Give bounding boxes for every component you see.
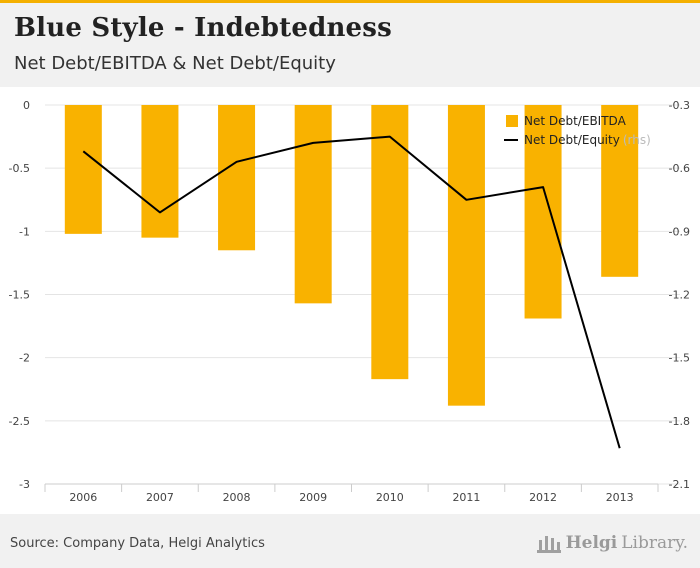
- line-point-2008[interactable]: [235, 160, 239, 164]
- right-tick-label: -1.2: [669, 289, 690, 302]
- plot-background: [0, 87, 700, 514]
- bar-2013[interactable]: [601, 105, 639, 277]
- chart-subtitle: Net Debt/EBITDA & Net Debt/Equity: [14, 53, 336, 74]
- bar-series: [64, 105, 639, 406]
- x-tick-label: 2007: [146, 491, 174, 504]
- bar-2006[interactable]: [64, 105, 102, 234]
- x-tick-label: 2013: [606, 491, 634, 504]
- right-tick-label: -2.1: [669, 478, 690, 491]
- bar-2012[interactable]: [524, 105, 562, 319]
- legend-label-ebitda: Net Debt/EBITDA: [524, 114, 627, 128]
- brand-text-helgi: Helgi: [565, 533, 618, 553]
- left-tick-label: -2.5: [9, 415, 30, 428]
- equity-line[interactable]: [82, 135, 621, 449]
- legend: Net Debt/EBITDA Net Debt/Equity (rhs): [504, 114, 651, 147]
- bar-2011[interactable]: [447, 105, 485, 406]
- bar-2009[interactable]: [294, 105, 332, 304]
- left-tick-label: -1: [19, 225, 30, 238]
- left-tick-label: -1.5: [9, 289, 30, 302]
- left-tick-label: 0: [23, 99, 30, 112]
- library-columns-icon: [536, 536, 561, 553]
- right-tick-label: -0.6: [669, 162, 690, 175]
- line-series: [81, 135, 622, 450]
- x-tick-label: 2012: [529, 491, 557, 504]
- right-tick-label: -1.8: [669, 415, 690, 428]
- legend-swatch-ebitda: [506, 115, 518, 127]
- right-tick-label: -0.9: [669, 225, 690, 238]
- gridlines: [45, 104, 680, 485]
- line-point-2007[interactable]: [158, 210, 162, 214]
- x-axis: 2006 2007 2008 2009 2010 2011 2012 2013: [44, 483, 659, 504]
- line-point-2011[interactable]: [464, 198, 468, 202]
- x-tick-label: 2010: [376, 491, 404, 504]
- line-point-2010[interactable]: [388, 135, 392, 139]
- left-axis-ticks: 0 -0.5 -1 -1.5 -2 -2.5 -3: [9, 99, 30, 491]
- x-tick-label: 2008: [223, 491, 251, 504]
- x-tick-label: 2009: [299, 491, 327, 504]
- bar-2010[interactable]: [371, 105, 409, 380]
- bar-2007[interactable]: [141, 105, 179, 238]
- chart-footer: Source: Company Data, Helgi Analytics He…: [0, 520, 700, 568]
- source-note: Source: Company Data, Helgi Analytics: [10, 536, 265, 551]
- line-point-2006[interactable]: [81, 149, 85, 153]
- line-point-2013[interactable]: [618, 446, 622, 450]
- line-point-2009[interactable]: [311, 141, 315, 145]
- x-tick-label: 2006: [69, 491, 97, 504]
- bar-2008[interactable]: [218, 105, 256, 251]
- line-point-2012[interactable]: [541, 185, 545, 189]
- right-tick-label: -0.3: [669, 99, 690, 112]
- legend-label-equity: Net Debt/Equity (rhs): [524, 133, 651, 147]
- chart-header: Blue Style - Indebtedness Net Debt/EBITD…: [0, 3, 700, 87]
- right-tick-label: -1.5: [669, 352, 690, 365]
- left-tick-label: -3: [19, 478, 30, 491]
- left-tick-label: -2: [19, 352, 30, 365]
- x-tick-label: 2011: [452, 491, 480, 504]
- accent-top-bar: [0, 0, 700, 3]
- left-tick-label: -0.5: [9, 162, 30, 175]
- helgi-library-logo[interactable]: Helgi Library.: [536, 532, 688, 554]
- brand-text-library: Library.: [621, 533, 688, 553]
- right-axis-ticks: -0.3 -0.6 -0.9 -1.2 -1.5 -1.8 -2.1: [669, 99, 690, 491]
- chart-title: Blue Style - Indebtedness: [14, 13, 392, 43]
